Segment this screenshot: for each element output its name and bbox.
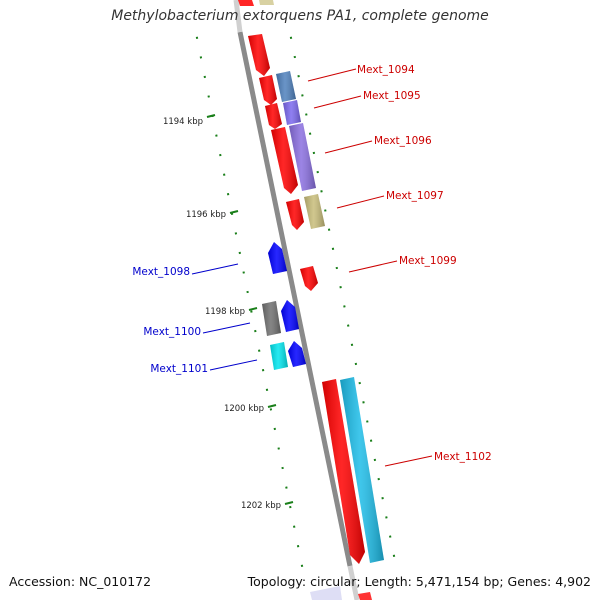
label-leader bbox=[384, 455, 433, 467]
gene-mext-1096 bbox=[289, 123, 316, 191]
scale-label: 1194 kbp bbox=[163, 117, 203, 127]
cds-feature bbox=[259, 75, 277, 105]
backbone-fade-bottom bbox=[347, 565, 360, 600]
gene-label-mext-1094[interactable]: Mext_1094 bbox=[357, 64, 415, 76]
gene-label-mext-1101[interactable]: Mext_1101 bbox=[150, 363, 208, 375]
gene-mext-1100 bbox=[262, 301, 281, 336]
scale-label: 1198 kbp bbox=[205, 307, 245, 317]
gene-label-mext-1102[interactable]: Mext_1102 bbox=[434, 451, 492, 463]
gene-label-mext-1096[interactable]: Mext_1096 bbox=[374, 135, 432, 147]
cds-feature bbox=[271, 127, 298, 194]
label-leader bbox=[324, 140, 373, 154]
label-leader bbox=[313, 95, 362, 109]
cds-feature bbox=[265, 103, 282, 129]
cds-feature bbox=[248, 34, 270, 76]
gene-mext-1101-partner bbox=[288, 341, 306, 367]
gene-mext-1097 bbox=[304, 194, 325, 229]
scale-label: 1196 kbp bbox=[186, 210, 226, 220]
gene-label-mext-1097[interactable]: Mext_1097 bbox=[386, 190, 444, 202]
accession-label: Accession: NC_010172 bbox=[9, 574, 152, 589]
gene-mext-1099 bbox=[300, 266, 318, 291]
scale-ticks-inner bbox=[195, 36, 304, 567]
gene-mext-1102 bbox=[340, 377, 384, 563]
gene-label-mext-1099[interactable]: Mext_1099 bbox=[399, 255, 457, 267]
genome-title: Methylobacterium extorquens PA1, complet… bbox=[111, 8, 489, 24]
gene-label-mext-1098[interactable]: Mext_1098 bbox=[132, 266, 190, 278]
genome-backbone bbox=[237, 31, 353, 567]
cds-feature-partial bbox=[238, 0, 254, 6]
scale-major-tick bbox=[267, 404, 277, 408]
scale-label: 1200 kbp bbox=[224, 404, 264, 414]
gene-mext-1095 bbox=[283, 100, 301, 125]
scale-major-tick bbox=[229, 210, 239, 214]
label-leader bbox=[191, 263, 239, 275]
label-leader bbox=[307, 68, 357, 82]
label-leader bbox=[336, 195, 385, 209]
gene-mext-1100-partner bbox=[281, 300, 299, 332]
gene-label-mext-1095[interactable]: Mext_1095 bbox=[363, 90, 421, 102]
gene-feature-partial bbox=[259, 0, 274, 5]
label-leader bbox=[202, 322, 251, 334]
gene-feature-partial bbox=[310, 586, 342, 600]
backbone-fade-top bbox=[233, 0, 243, 33]
cds-feature bbox=[286, 199, 304, 230]
topology-label: Topology: circular; Length: 5,471,154 bp… bbox=[247, 574, 591, 589]
gene-label-mext-1100[interactable]: Mext_1100 bbox=[143, 326, 201, 338]
label-leader bbox=[209, 359, 258, 371]
cds-feature-partial bbox=[358, 592, 372, 600]
scale-major-tick bbox=[284, 501, 294, 505]
scale-label: 1202 kbp bbox=[241, 501, 281, 511]
label-leader bbox=[348, 260, 398, 273]
cds-feature-large bbox=[322, 379, 365, 564]
scale-major-tick bbox=[248, 307, 258, 311]
gene-mext-1094 bbox=[276, 71, 296, 102]
scale-major-tick bbox=[206, 114, 216, 118]
gene-mext-1098 bbox=[268, 242, 287, 274]
gene-mext-1101 bbox=[270, 342, 288, 370]
scale-ticks-outer bbox=[289, 36, 396, 557]
